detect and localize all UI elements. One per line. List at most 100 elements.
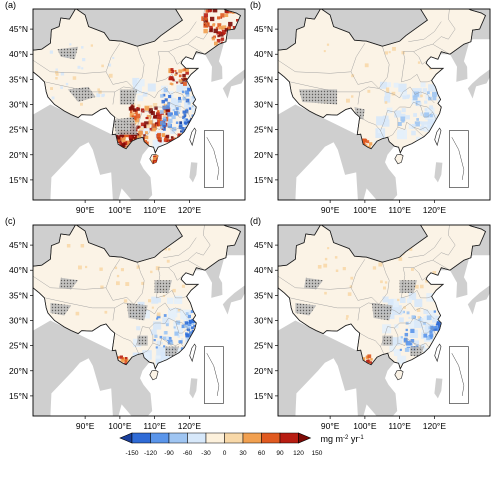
grid-cell: [380, 280, 383, 284]
grid-cell: [140, 127, 144, 131]
grid-cell: [173, 326, 176, 329]
grid-cell: [375, 128, 386, 138]
lon-label: 90°E: [321, 421, 340, 431]
grid-cell: [165, 107, 170, 112]
neighbor-land-east: [222, 285, 245, 315]
significance-hatch: [298, 89, 338, 105]
grid-cell: [185, 98, 190, 103]
grid-cell: [399, 348, 402, 351]
province-boundary: [401, 51, 428, 82]
grid-cell: [399, 297, 406, 303]
colorbar-segment: [279, 432, 299, 444]
grid-cell: [153, 321, 162, 330]
grid-cell: [380, 81, 387, 89]
grid-cell: [158, 118, 162, 123]
grid-cell: [416, 342, 419, 346]
lat-label: 15°N: [254, 391, 273, 401]
grid-cell: [177, 98, 182, 103]
province-boundary: [420, 105, 433, 118]
lon-label: 110°E: [143, 421, 166, 431]
province-boundary: [45, 81, 115, 93]
grid-cell: [168, 118, 173, 123]
grid-cell: [171, 99, 179, 108]
grid-cell: [183, 82, 187, 86]
province-boundary: [359, 332, 385, 355]
grid-cell: [136, 326, 141, 331]
taiwan-island: [189, 127, 197, 147]
grid-cell: [167, 123, 172, 128]
grid-cell: [412, 95, 418, 101]
grid-cell: [389, 345, 396, 352]
province-boundary: [290, 81, 360, 93]
grid-cell: [425, 93, 432, 100]
significance-hatch: [119, 89, 138, 105]
grid-cell: [412, 123, 416, 128]
grid-cell: [166, 336, 171, 341]
province-boundary: [156, 51, 183, 82]
grid-cell: [164, 248, 167, 251]
grid-cell: [232, 11, 235, 14]
grid-cell: [186, 317, 191, 322]
lat-label: 30°N: [9, 316, 28, 326]
grid-cell: [132, 110, 136, 114]
grid-cell: [108, 63, 112, 67]
lat-label: 25°N: [254, 341, 273, 351]
grid-cell: [153, 156, 157, 161]
grid-cell: [153, 158, 158, 163]
grid-cell: [408, 124, 414, 129]
grid-cell: [350, 276, 354, 280]
grid-cell: [203, 13, 208, 18]
significance-hatch: [410, 346, 424, 357]
grid-cell: [428, 84, 436, 92]
province-boundary: [149, 317, 192, 336]
grid-cell: [412, 332, 417, 337]
lat-label: 20°N: [9, 366, 28, 376]
province-boundary: [163, 237, 197, 258]
colorbar-segment: [205, 432, 225, 444]
grid-cell: [170, 129, 175, 134]
province-boundary: [401, 73, 432, 83]
grid-cell: [153, 339, 156, 342]
grid-cell: [162, 123, 167, 128]
grid-cell: [144, 135, 149, 140]
grid-cell: [422, 88, 428, 93]
grid-cell: [81, 46, 84, 49]
grid-cell: [145, 131, 148, 135]
grid-cell: [108, 73, 113, 78]
colorbar-segment: [224, 432, 244, 444]
grid-cell: [219, 26, 223, 30]
grid-cell: [170, 341, 174, 345]
grid-cell: [409, 342, 413, 346]
grid-cell: [335, 269, 339, 272]
grid-cell: [365, 356, 369, 360]
province-boundary: [135, 110, 154, 138]
province-boundary: [290, 297, 360, 309]
grid-cell: [220, 41, 223, 44]
grid-cell: [170, 68, 174, 72]
lon-label: 120°E: [178, 205, 202, 215]
grid-cell: [404, 347, 409, 352]
grid-cell: [158, 110, 161, 113]
grid-cell: [119, 355, 123, 359]
grid-cell: [408, 316, 411, 319]
grid-cell: [124, 133, 128, 137]
grid-cell: [236, 19, 239, 22]
grid-cell: [413, 113, 417, 117]
grid-cell: [417, 316, 420, 319]
grid-cell: [410, 328, 415, 333]
lat-label: 20°N: [254, 150, 273, 160]
grid-cell: [143, 134, 146, 137]
grid-cell: [168, 337, 172, 340]
grid-cell: [163, 345, 166, 348]
grid-cell: [175, 107, 179, 111]
grid-cell: [376, 116, 386, 126]
grid-cell: [408, 292, 417, 301]
map-panel-c: 45°N 40°N 35°N 30°N 25°N 20°N 15°N 90°E 100°E 110…: [5, 216, 246, 431]
grid-cell: [433, 318, 437, 322]
grid-cell: [351, 95, 354, 98]
grid-cell: [220, 37, 225, 41]
grid-cell: [155, 155, 159, 160]
grid-cell: [209, 28, 213, 33]
grid-cell: [182, 115, 186, 119]
neighbor-land-east: [205, 42, 225, 82]
